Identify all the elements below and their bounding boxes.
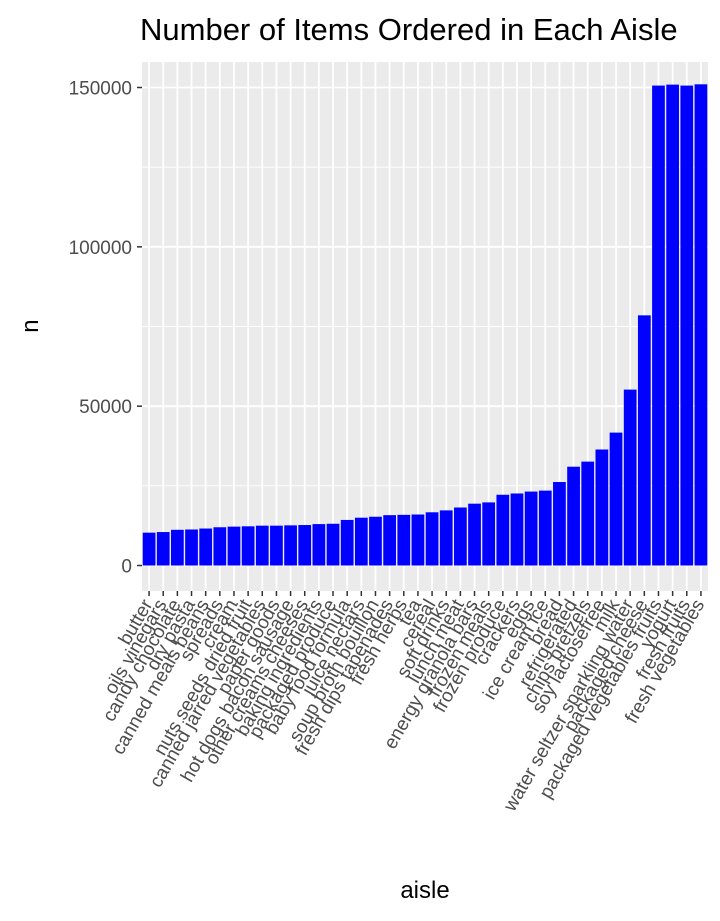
bar <box>326 523 340 566</box>
bar <box>468 503 481 566</box>
bar <box>454 507 467 566</box>
bar <box>142 532 156 566</box>
bar <box>156 532 170 566</box>
bar <box>411 514 425 566</box>
bar <box>383 515 396 566</box>
bar <box>270 525 283 566</box>
bar <box>482 502 496 566</box>
bar <box>369 516 382 566</box>
bar <box>425 512 439 566</box>
bar <box>553 482 566 566</box>
y-tick-label: 100000 <box>69 238 132 259</box>
bar <box>241 526 255 566</box>
bar <box>397 514 411 566</box>
bar <box>298 525 312 566</box>
bar <box>524 491 538 566</box>
bar <box>666 84 679 566</box>
bar <box>439 510 453 566</box>
bar <box>255 525 269 566</box>
bar <box>284 525 297 566</box>
bar <box>680 85 694 566</box>
bar <box>510 493 524 566</box>
bar <box>694 84 708 566</box>
bars <box>142 84 708 566</box>
bar <box>496 494 510 566</box>
bar <box>227 526 241 566</box>
bar <box>354 517 368 566</box>
y-axis: 0 50000 100000 150000 <box>69 78 142 578</box>
bar <box>185 529 198 566</box>
bar <box>213 527 227 566</box>
chart-title: Number of Items Ordered in Each Aisle <box>140 12 678 47</box>
bar <box>637 315 651 566</box>
y-tick-label: 50000 <box>79 397 132 418</box>
bar <box>312 524 326 566</box>
bar <box>623 389 637 566</box>
bar <box>609 432 623 566</box>
bar <box>595 449 609 566</box>
bar <box>567 466 580 566</box>
bar <box>171 529 184 566</box>
y-tick-label: 0 <box>121 557 132 578</box>
bar <box>340 519 354 566</box>
y-axis-title: n <box>17 319 44 332</box>
bar <box>199 528 213 566</box>
bar <box>538 490 552 566</box>
bar <box>581 461 595 566</box>
y-tick-label: 150000 <box>69 78 132 99</box>
x-axis-title: aisle <box>400 877 449 904</box>
bar <box>652 85 665 566</box>
